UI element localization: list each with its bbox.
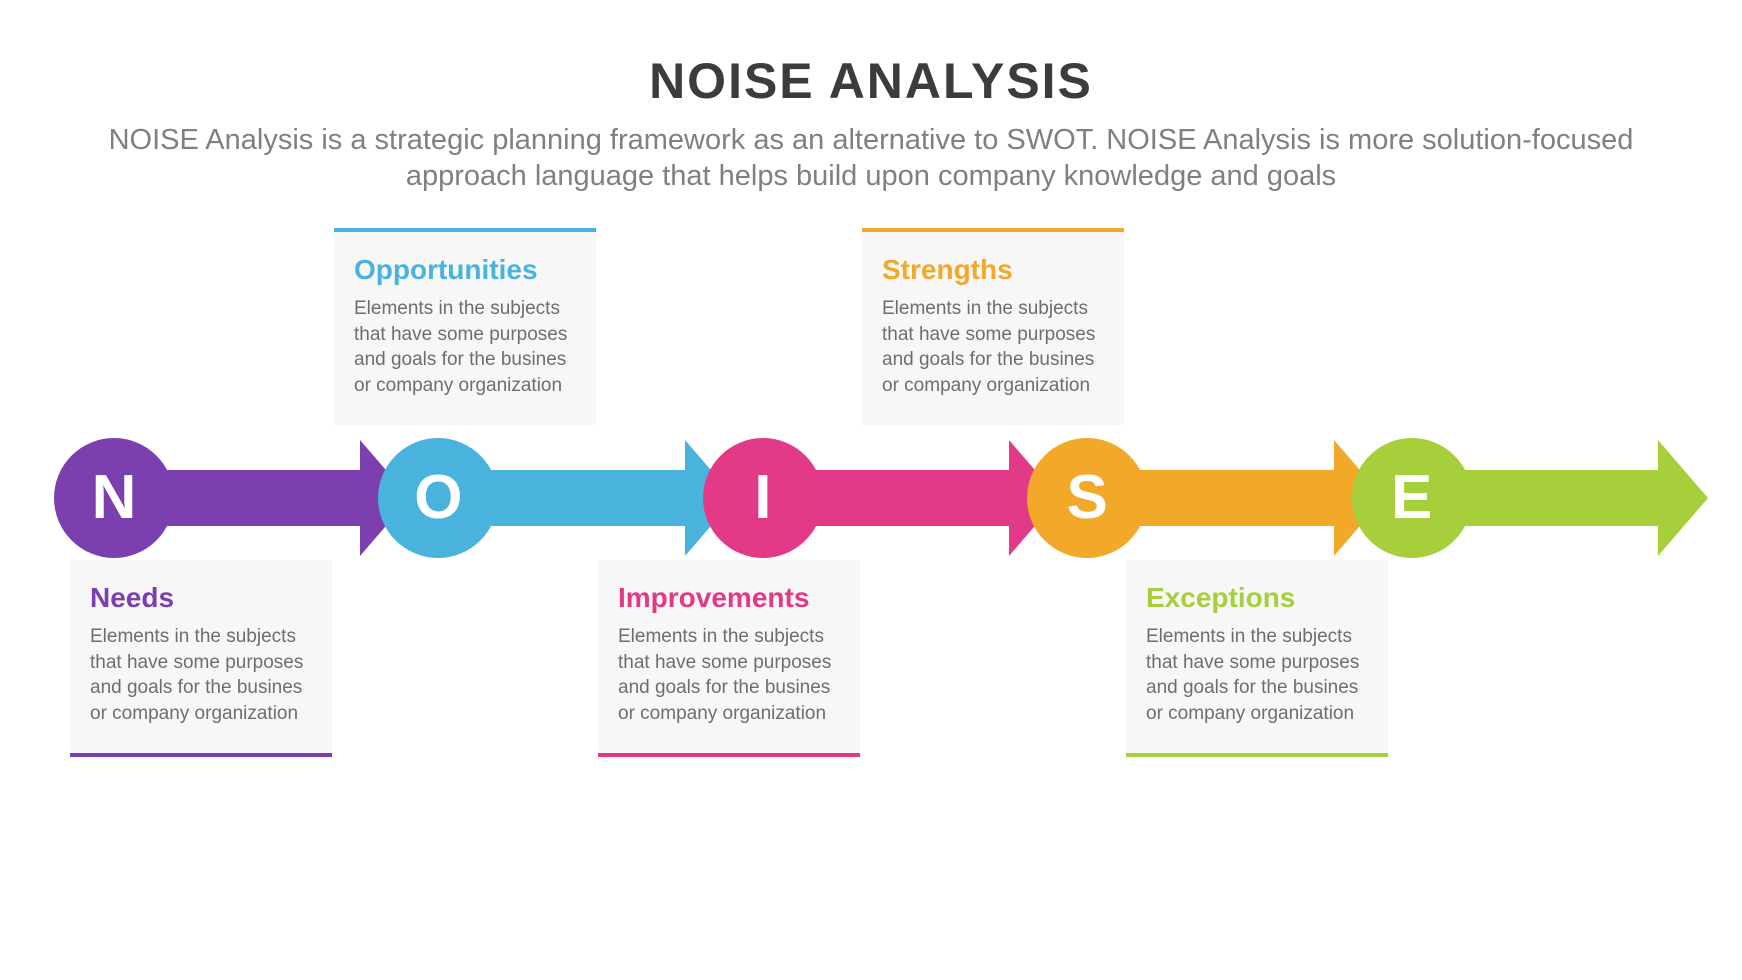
card-opportunities: Opportunities Elements in the subjects t… [334, 228, 596, 425]
arrow-opportunities [456, 470, 734, 526]
letter-circle-i: I [703, 438, 823, 558]
letter-n: N [92, 467, 137, 529]
unit-strengths: S [1033, 438, 1357, 558]
arrow-head-icon [1658, 440, 1708, 556]
letter-circle-s: S [1027, 438, 1147, 558]
card-title-improvements: Improvements [618, 582, 840, 614]
card-title-strengths: Strengths [882, 254, 1104, 286]
letter-i: I [754, 467, 771, 529]
unit-opportunities: O [384, 438, 708, 558]
page-title: NOISE ANALYSIS [0, 52, 1742, 110]
letter-e: E [1391, 467, 1432, 529]
noise-arrow-row: N O I S [60, 438, 1682, 558]
letter-s: S [1067, 467, 1108, 529]
card-needs: Needs Elements in the subjects that have… [70, 560, 332, 757]
card-title-needs: Needs [90, 582, 312, 614]
card-body-opportunities: Elements in the subjects that have some … [354, 296, 576, 399]
card-body-strengths: Elements in the subjects that have some … [882, 296, 1104, 399]
card-title-exceptions: Exceptions [1146, 582, 1368, 614]
unit-needs: N [60, 438, 384, 558]
unit-improvements: I [709, 438, 1033, 558]
card-title-opportunities: Opportunities [354, 254, 576, 286]
card-body-needs: Elements in the subjects that have some … [90, 624, 312, 727]
card-improvements: Improvements Elements in the subjects th… [598, 560, 860, 757]
card-strengths: Strengths Elements in the subjects that … [862, 228, 1124, 425]
letter-circle-n: N [54, 438, 174, 558]
page-subtitle: NOISE Analysis is a strategic planning f… [80, 122, 1662, 195]
letter-circle-e: E [1352, 438, 1472, 558]
letter-circle-o: O [378, 438, 498, 558]
unit-exceptions: E [1358, 438, 1682, 558]
card-body-improvements: Elements in the subjects that have some … [618, 624, 840, 727]
card-exceptions: Exceptions Elements in the subjects that… [1126, 560, 1388, 757]
card-body-exceptions: Elements in the subjects that have some … [1146, 624, 1368, 727]
letter-o: O [414, 467, 462, 529]
